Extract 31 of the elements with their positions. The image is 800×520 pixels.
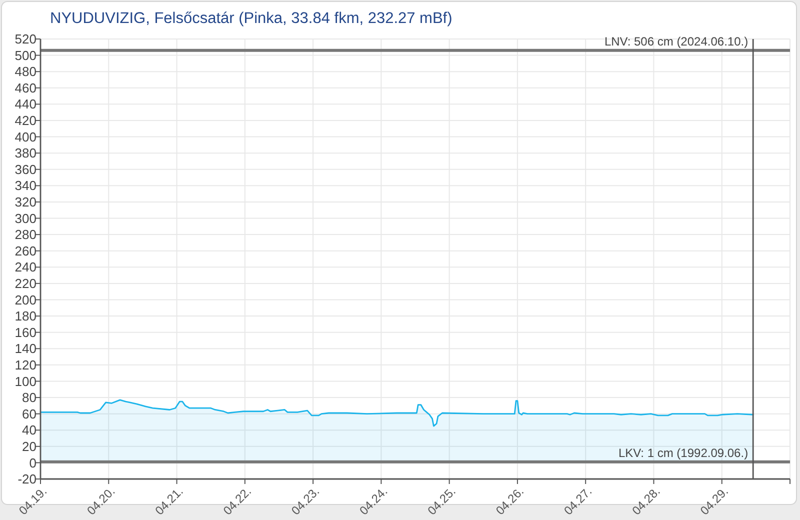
y-tick-label: 360 [14,162,36,177]
y-tick-label: 440 [14,96,36,112]
y-tick-label: 240 [14,260,36,275]
y-tick-label: 320 [14,194,36,210]
y-tick-label: -20 [18,472,36,487]
y-tick-label: 280 [14,227,36,242]
y-tick-label: 160 [14,324,36,340]
y-tick-label: 400 [14,129,36,144]
y-tick-label: 300 [14,210,36,226]
y-tick-label: 480 [14,64,36,80]
y-tick-label: 340 [14,178,36,194]
y-tick-label: 420 [14,113,36,128]
y-tick-label: 200 [14,292,36,308]
y-tick-label: 120 [14,357,36,372]
y-tick-label: 460 [14,80,36,96]
y-tick-label: 100 [14,374,36,389]
y-tick-label: 0 [29,455,36,470]
chart-title: NYUDUVIZIG, Felsőcsatár (Pinka, 33.84 fkm, 232.27 mBf) [50,10,452,27]
y-tick-label: 40 [22,422,36,438]
y-tick-label: 20 [22,438,36,454]
y-tick-label: 220 [14,276,36,291]
y-tick-label: 180 [14,308,36,324]
y-tick-label: 60 [22,406,36,422]
ref-line-label: LNV: 506 cm (2024.06.10.) [604,34,748,48]
y-tick-label: 140 [14,341,36,356]
ref-line-label: LKV: 1 cm (1992.09.06.) [618,446,748,460]
y-tick-label: 260 [14,243,36,258]
y-tick-label: 80 [22,390,36,406]
y-tick-label: 500 [14,48,36,63]
y-tick-label: 380 [14,146,36,161]
y-tick-label: 520 [14,32,36,47]
